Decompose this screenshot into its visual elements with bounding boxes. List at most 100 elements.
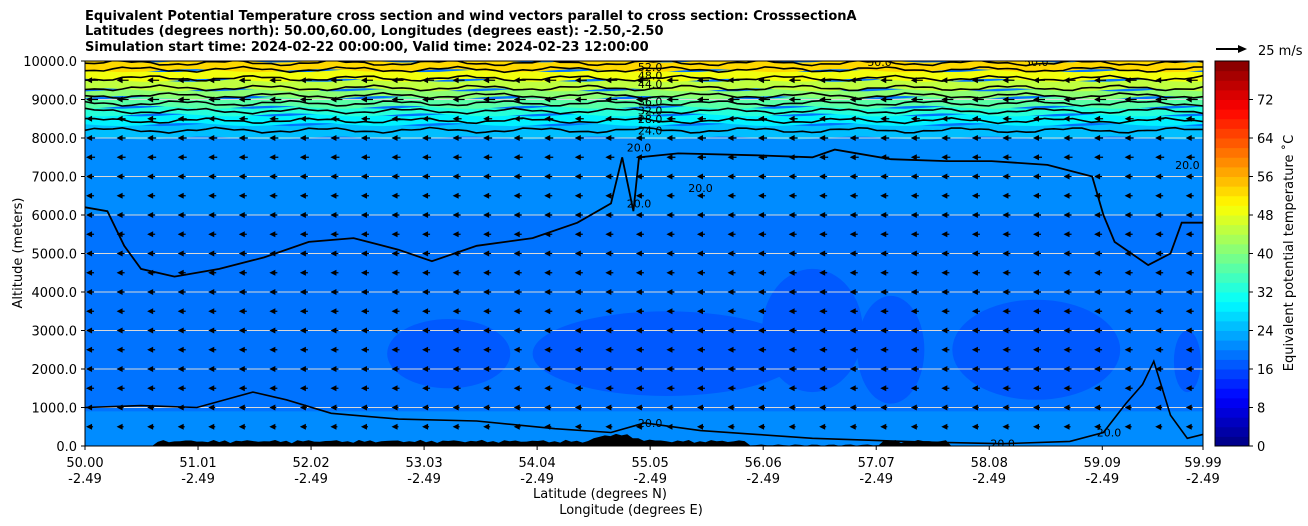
wind-vector	[666, 115, 676, 122]
wind-vector	[544, 423, 552, 430]
wind-vector	[819, 289, 828, 295]
wind-vector	[727, 404, 735, 411]
wind-vector	[971, 289, 980, 295]
wind-vector	[1185, 289, 1194, 295]
wind-vector	[544, 135, 554, 141]
wind-vector	[86, 77, 99, 84]
x-tick-label-lon: -2.49	[68, 472, 102, 487]
wind-vector	[788, 115, 798, 122]
wind-vector	[1185, 250, 1194, 257]
contour-label: 20.0	[627, 142, 652, 155]
wind-vector	[788, 77, 801, 84]
wind-vector	[116, 192, 125, 199]
wind-vector	[910, 231, 919, 238]
wind-vector	[177, 77, 190, 84]
wind-vector	[1124, 404, 1132, 411]
wind-vector	[1124, 154, 1134, 161]
wind-vector	[1124, 385, 1133, 392]
wind-vector	[788, 366, 797, 372]
wind-vector	[452, 366, 461, 372]
wind-vector	[666, 308, 675, 315]
wind-vector	[147, 115, 157, 122]
wind-vector	[1032, 192, 1041, 199]
wind-vector	[116, 173, 125, 180]
wind-vector	[483, 250, 492, 257]
colorbar-segment	[1215, 224, 1249, 235]
wind-vector	[1002, 135, 1012, 141]
wind-vector	[299, 269, 308, 276]
wind-vector	[422, 346, 431, 353]
wind-vector	[208, 366, 217, 372]
contour-line	[85, 91, 1203, 100]
wind-vector	[696, 231, 705, 238]
contour-label: 36.0	[638, 95, 663, 108]
wind-vector	[1124, 289, 1133, 295]
wind-vector	[1155, 423, 1163, 430]
wind-vector	[422, 385, 431, 392]
colorbar-segment	[1215, 205, 1249, 216]
wind-vector	[360, 346, 369, 353]
wind-vector	[1002, 404, 1010, 411]
wind-vector	[116, 250, 125, 257]
wind-vector	[819, 250, 828, 257]
wind-vector	[1032, 135, 1042, 141]
wind-vector	[727, 173, 736, 180]
wind-vector	[1094, 308, 1103, 315]
x-tick-label-lon: -2.49	[972, 472, 1006, 487]
wind-vector	[360, 173, 369, 180]
wind-vector	[86, 192, 95, 199]
y-tick-label: 6000.0	[32, 209, 78, 224]
wind-vector	[605, 231, 614, 238]
wind-vector	[758, 250, 767, 257]
colorbar-segment	[1215, 388, 1249, 399]
wind-vector	[941, 77, 954, 84]
colorbar-segment	[1215, 426, 1249, 437]
wind-vector	[727, 231, 736, 238]
wind-vector	[758, 212, 767, 218]
wind-vector	[635, 366, 644, 372]
wind-vector	[483, 289, 492, 295]
wind-vector	[1185, 115, 1195, 122]
wind-vector	[544, 96, 557, 103]
wind-vector	[910, 366, 919, 372]
x-tick-label-lat: 59.09	[1084, 456, 1121, 471]
field-cool-blob	[857, 295, 925, 404]
wind-vector	[1185, 96, 1198, 103]
wind-vector	[513, 212, 522, 218]
wind-vector	[1094, 404, 1102, 411]
wind-vector	[1063, 327, 1072, 334]
wind-vector	[422, 269, 431, 276]
wind-vector	[483, 173, 492, 180]
wind-vector	[147, 327, 156, 334]
wind-vector	[574, 77, 587, 84]
wind-vector	[1155, 308, 1164, 315]
wind-vector	[880, 366, 889, 372]
wind-vector	[880, 231, 889, 238]
wind-vector	[391, 289, 400, 295]
wind-vector	[1094, 423, 1102, 430]
wind-vector	[452, 173, 461, 180]
wind-vector	[177, 173, 186, 180]
wind-vector	[1002, 212, 1011, 218]
colorbar-tick-label: 56	[1257, 171, 1274, 186]
wind-vector	[238, 404, 246, 411]
wind-vector	[1032, 289, 1041, 295]
contour-label: 20.0	[1175, 159, 1200, 172]
wind-vector	[299, 423, 307, 430]
y-tick-label: 7000.0	[32, 171, 78, 186]
wind-vector	[880, 154, 890, 161]
wind-vector	[544, 346, 553, 353]
wind-vector	[727, 423, 735, 430]
wind-vector	[208, 77, 221, 84]
wind-vector	[727, 77, 740, 84]
contour-line	[85, 99, 1203, 107]
wind-vector	[299, 327, 308, 334]
wind-vector	[116, 96, 129, 103]
wind-vector	[452, 423, 460, 430]
wind-vector	[574, 135, 584, 141]
colorbar-segment	[1215, 407, 1249, 418]
wind-vector	[483, 192, 492, 199]
wind-vector	[758, 385, 767, 392]
wind-vector	[208, 289, 217, 295]
wind-vector	[360, 269, 369, 276]
